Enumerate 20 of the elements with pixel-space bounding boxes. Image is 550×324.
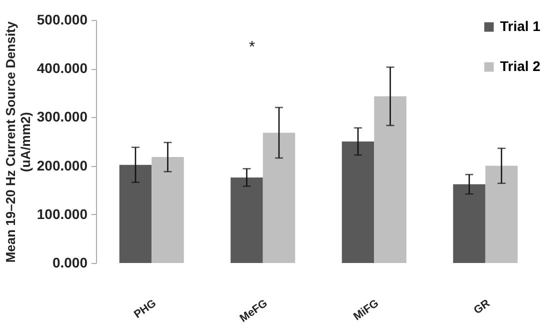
bar: [485, 166, 518, 263]
y-tick-label: 500.000: [36, 12, 88, 28]
legend-label: Trial 2: [500, 58, 541, 74]
x-tick-label: GR: [472, 297, 492, 317]
bar: [230, 177, 263, 263]
y-tick-label: 100.000: [36, 206, 88, 222]
y-axis-title: Mean 19–20 Hz Current Source Density (uA/mm2): [2, 20, 33, 263]
legend-label: Trial 1: [500, 18, 541, 34]
bar: [453, 184, 486, 263]
x-tick-label: PHG: [132, 298, 159, 322]
bar: [119, 164, 152, 263]
y-tick-label: 200.000: [36, 157, 88, 174]
annotation: *: [248, 39, 256, 56]
bar: [262, 132, 296, 263]
bar: [152, 157, 184, 263]
bar: [342, 142, 374, 263]
bar: [374, 96, 406, 263]
y-tick-label: 400.000: [36, 60, 88, 76]
y-tick-label: 300.000: [36, 108, 88, 125]
y-tick-label: 0.000: [52, 254, 88, 270]
